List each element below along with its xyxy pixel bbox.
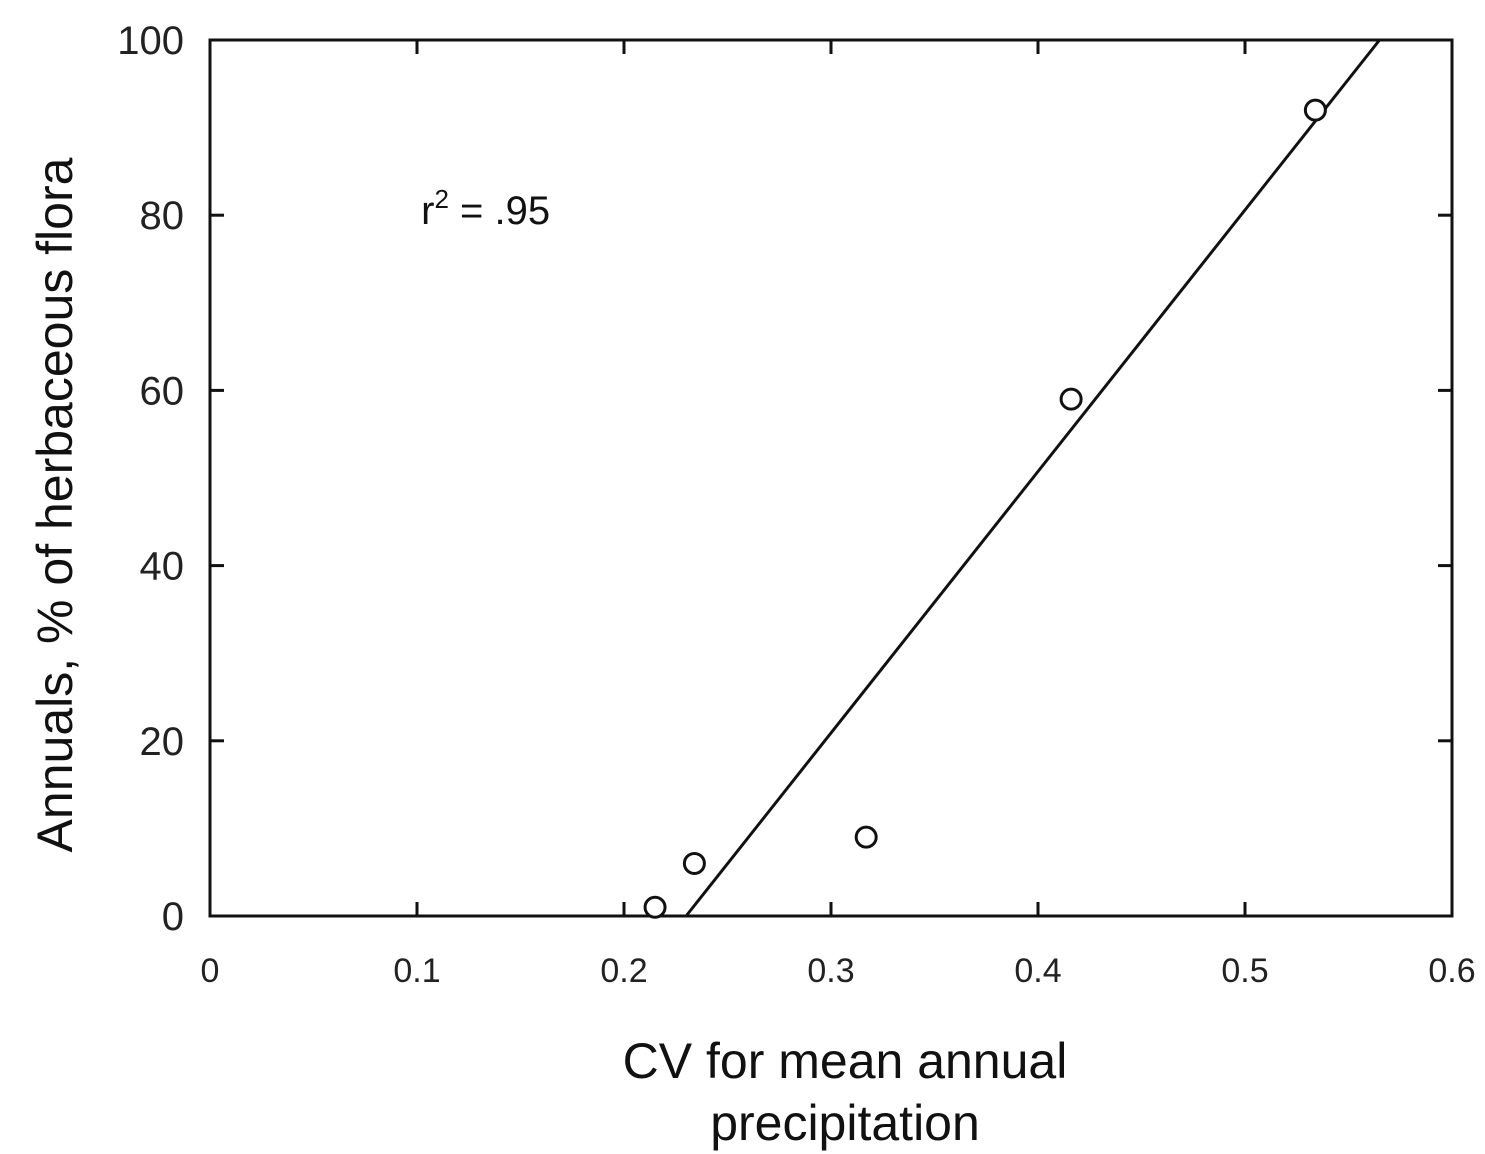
annotation-value: = .95 [449, 189, 550, 233]
data-point [643, 895, 667, 919]
x-axis: 0 0.1 0.2 0.3 0.4 0.5 0.6 [201, 40, 1476, 990]
annotation-r: r [421, 189, 434, 233]
x-tick-label: 0.3 [807, 952, 854, 990]
y-axis-label: Annuals, % of herbaceous flora [27, 157, 83, 852]
data-point [1303, 98, 1327, 122]
y-tick-label: 100 [117, 19, 184, 63]
x-axis-label-line1: CV for mean annual [623, 1033, 1068, 1089]
fit-line-layer [684, 39, 1381, 917]
x-tick-label: 0.4 [1014, 952, 1061, 990]
data-point [854, 825, 878, 849]
annotation-superscript: 2 [434, 184, 448, 214]
y-tick-label: 40 [140, 545, 185, 589]
y-axis: 0 20 40 60 80 100 [117, 19, 1452, 939]
y-tick-label: 60 [140, 369, 185, 413]
y-tick-label: 80 [140, 194, 185, 238]
x-axis-label-line2: precipitation [710, 1095, 980, 1151]
regression-line [684, 39, 1381, 917]
x-tick-label: 0.6 [1428, 952, 1475, 990]
y-tick-label: 0 [162, 895, 184, 939]
plot-frame [208, 38, 1454, 918]
data-point [1059, 387, 1083, 411]
x-tick-label: 0 [201, 952, 220, 990]
x-tick-label: 0.1 [393, 952, 440, 990]
data-points [643, 98, 1327, 919]
x-tick-label: 0.5 [1221, 952, 1268, 990]
x-tick-label: 0.2 [600, 952, 647, 990]
y-tick-label: 20 [140, 720, 185, 764]
data-point [682, 851, 706, 875]
annotation-r-squared: r2 = .95 [421, 184, 550, 233]
